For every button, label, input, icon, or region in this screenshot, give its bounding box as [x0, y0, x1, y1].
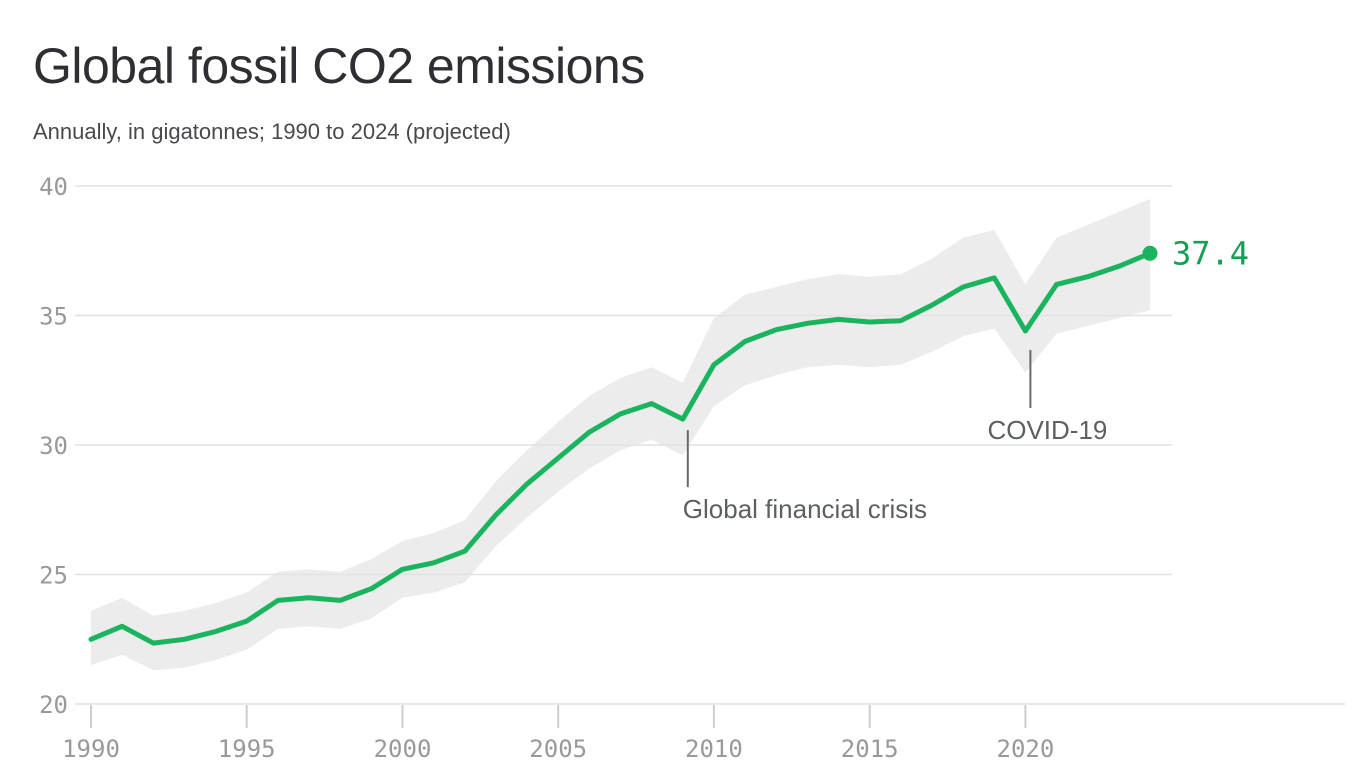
annotation-label-0: Global financial crisis: [683, 494, 927, 524]
x-axis-label-1995: 1995: [218, 735, 276, 763]
y-axis-label-30: 30: [39, 432, 68, 460]
x-axis-label-2010: 2010: [685, 735, 743, 763]
end-point-dot: [1142, 245, 1158, 261]
emissions-line: [88, 250, 1153, 646]
annotation-label-1: COVID-19: [987, 415, 1107, 445]
x-axis-label-2005: 2005: [529, 735, 587, 763]
y-axis-label-35: 35: [39, 303, 68, 331]
page-title: Global fossil CO2 emissions: [33, 38, 645, 94]
y-axis-label-20: 20: [39, 691, 68, 719]
end-value-label: 37.4: [1172, 234, 1249, 272]
y-axis-label-40: 40: [39, 173, 68, 201]
y-axis-label-25: 25: [39, 562, 68, 590]
page-subtitle: Annually, in gigatonnes; 1990 to 2024 (p…: [33, 119, 511, 144]
x-axis-label-2000: 2000: [374, 735, 432, 763]
x-axis-label-1990: 1990: [62, 735, 120, 763]
uncertainty-band: [91, 199, 1150, 671]
x-axis-label-2015: 2015: [841, 735, 899, 763]
x-axis-label-2020: 2020: [997, 735, 1055, 763]
